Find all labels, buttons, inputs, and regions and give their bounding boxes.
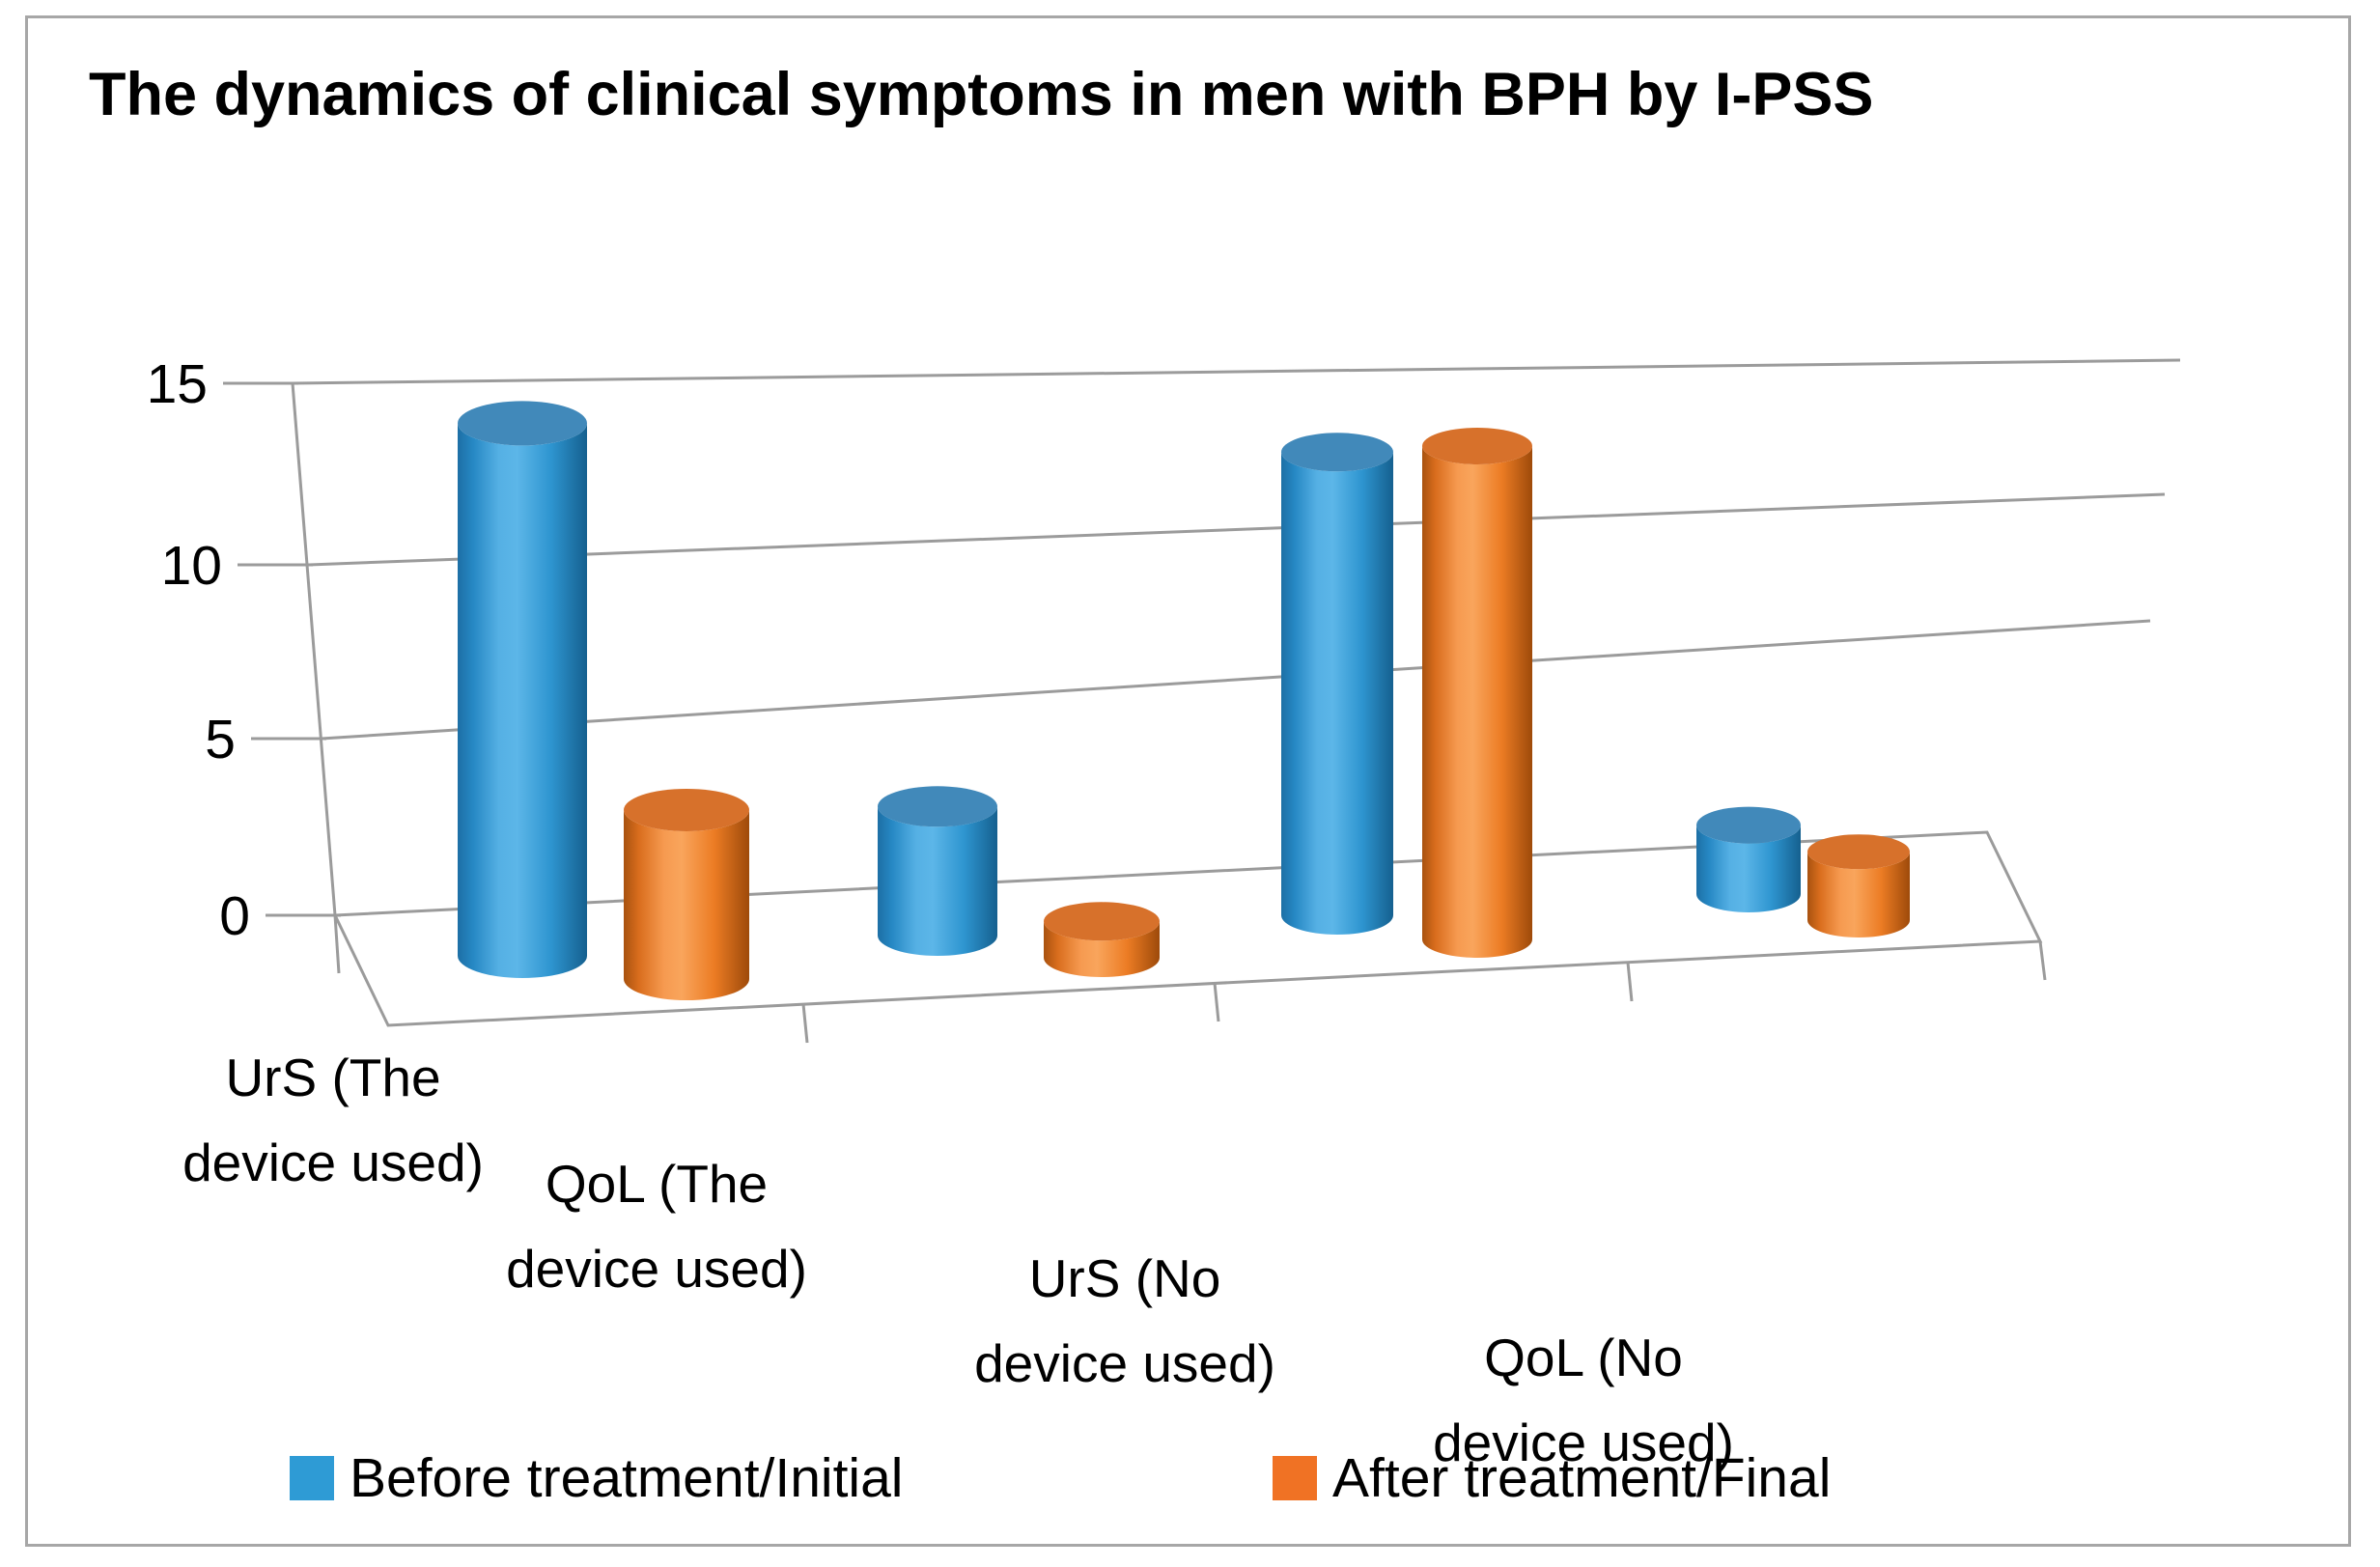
cylinder-body	[1807, 852, 1910, 937]
gridline-10	[308, 492, 2166, 567]
x-category-label-line: QoL (The	[546, 1154, 768, 1214]
legend-item-before: Before treatment/Initial	[290, 1446, 903, 1510]
cylinder-after-2	[1422, 428, 1532, 958]
cylinder-top	[1044, 902, 1160, 941]
x-category-label-2: UrS (No device used)	[974, 1248, 1275, 1393]
cylinder-after-3	[1807, 834, 1910, 937]
cylinder-top	[624, 788, 749, 831]
x-category-label-line: device used)	[506, 1239, 807, 1299]
x-category-label-line: UrS (No	[1029, 1248, 1221, 1308]
y-tick-label-5: 5	[205, 709, 236, 770]
cylinder-body	[1044, 921, 1160, 977]
cylinder-after-0	[624, 788, 749, 1000]
chart-title: The dynamics of clinical symptoms in men…	[89, 61, 1874, 128]
x-category-label-line: device used)	[182, 1133, 484, 1192]
cylinder-before-3	[1696, 806, 1801, 912]
legend-swatch-before	[290, 1456, 334, 1500]
x-category-label-1: QoL (The device used)	[506, 1154, 807, 1299]
cylinder-top	[1807, 834, 1910, 870]
cylinder-after-1	[1044, 902, 1160, 977]
x-tick-2	[1626, 962, 1634, 1002]
cylinder-top	[1422, 428, 1532, 464]
cylinder-body	[458, 423, 587, 978]
y-tick-label-0: 0	[219, 885, 250, 947]
x-category-label-line: device used)	[974, 1333, 1275, 1393]
cylinder-body	[1696, 825, 1801, 912]
x-category-label-3: QoL (No device used)	[1433, 1328, 1734, 1472]
gridline-5	[321, 619, 2151, 741]
cylinder-body	[1422, 446, 1532, 958]
cylinder-before-2	[1281, 433, 1393, 935]
x-category-label-line: QoL (No	[1484, 1328, 1683, 1387]
x-category-label-0: UrS (The device used)	[182, 1048, 484, 1192]
cylinder-body	[878, 806, 997, 956]
x-category-label-line: UrS (The	[225, 1048, 440, 1107]
x-tick-3	[2038, 940, 2047, 981]
legend-item-after: After treatment/Final	[1273, 1446, 1831, 1510]
legend-swatch-after	[1273, 1456, 1317, 1500]
cylinder-body	[624, 809, 749, 1000]
cylinder-body	[1281, 452, 1393, 935]
cylinder-top	[878, 786, 997, 827]
cylinder-top	[1281, 433, 1393, 472]
legend-label-before: Before treatment/Initial	[350, 1447, 904, 1509]
figure-border	[25, 15, 2351, 1547]
x-tick-1	[1213, 982, 1220, 1022]
x-category-label-line: device used)	[1433, 1413, 1734, 1472]
y-tick-label-15: 15	[147, 353, 208, 415]
cylinder-top	[458, 401, 587, 446]
y-tick-label-10: 10	[161, 535, 222, 597]
cylinder-before-0	[458, 401, 587, 978]
y-axis-line	[291, 382, 341, 974]
x-tick-0	[801, 1003, 809, 1044]
cylinder-top	[1696, 806, 1801, 844]
gridline-15	[292, 358, 2181, 385]
cylinder-before-1	[878, 786, 997, 956]
legend-label-after: After treatment/Final	[1332, 1447, 1832, 1509]
